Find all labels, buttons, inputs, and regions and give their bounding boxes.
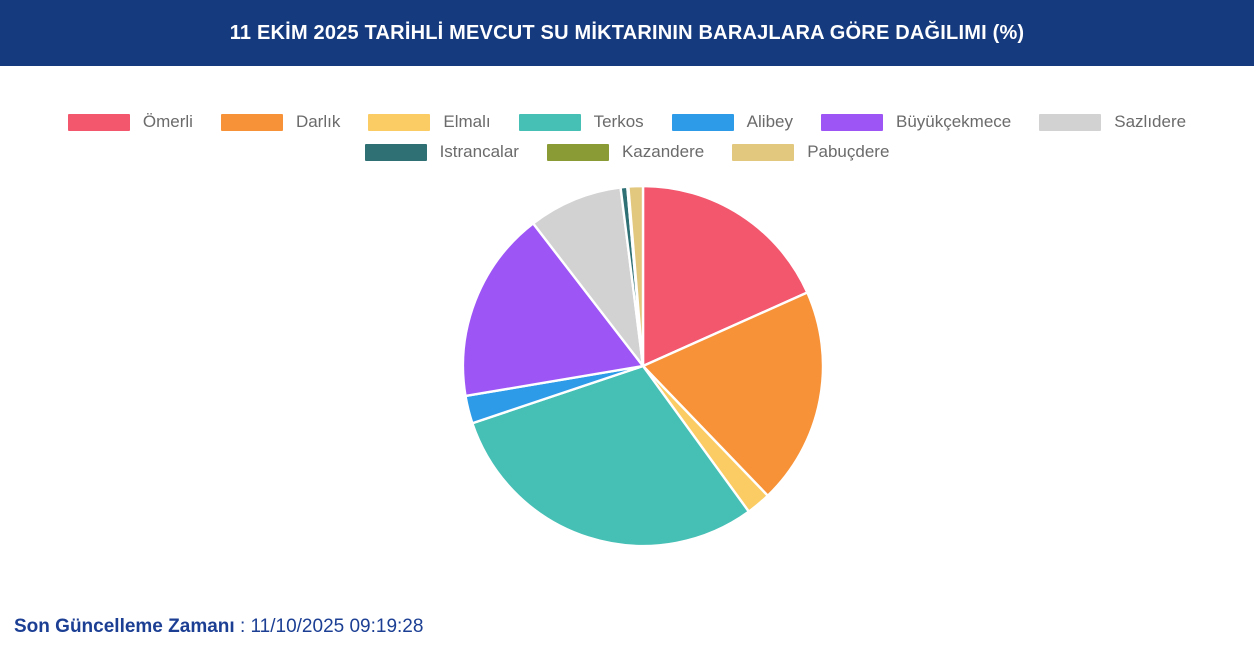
legend-item-sazlıdere[interactable]: Sazlıdere [1039, 112, 1186, 132]
legend-item-alibey[interactable]: Alibey [671, 112, 793, 132]
legend-item-label: Elmalı [443, 112, 491, 131]
chart-container: Ömerli Darlık Elmalı Terkos Alibey Büyükçekme… [0, 66, 1254, 596]
pie-slice-büyükçekmece[interactable] [462, 222, 645, 398]
legend-item-label: Istrancalar [439, 142, 519, 161]
pie-slice-sazlıdere[interactable] [531, 186, 645, 368]
chart-legend: Ömerli Darlık Elmalı Terkos Alibey Büyükçekme… [0, 112, 1254, 162]
legend-item-elmalı[interactable]: Elmalı [368, 112, 491, 132]
last-update-separator: : [234, 616, 251, 637]
page-title: 11 EKİM 2025 TARİHLİ MEVCUT SU MİKTARINI… [229, 21, 1025, 44]
pie-chart [462, 185, 824, 547]
legend-swatch-icon [820, 113, 883, 131]
legend-item-label: Büyükçekmece [895, 112, 1012, 131]
pie-slice-pabuçdere[interactable] [627, 185, 645, 368]
legend-swatch-icon [732, 143, 795, 161]
legend-swatch-icon [671, 113, 734, 131]
pie-chart-svg [462, 185, 824, 547]
pie-slice-darlık[interactable] [641, 291, 824, 497]
legend-swatch-icon [364, 143, 427, 161]
legend-item-büyükçekmece[interactable]: Büyükçekmece [820, 112, 1012, 132]
legend-item-label: Alibey [746, 112, 793, 131]
legend-item-terkos[interactable]: Terkos [518, 112, 644, 132]
legend-swatch-icon [1039, 113, 1102, 131]
legend-item-istrancalar[interactable]: Istrancalar [364, 142, 519, 162]
legend-swatch-icon [518, 113, 581, 131]
last-update-value: 11/10/2025 09:19:28 [250, 616, 424, 637]
legend-item-label: Sazlıdere [1114, 112, 1187, 131]
legend-item-label: Kazandere [621, 142, 705, 161]
legend-item-label: Terkos [593, 112, 644, 131]
legend-swatch-icon [67, 113, 130, 131]
legend-item-label: Pabuçdere [807, 142, 890, 161]
legend-item-kazandere[interactable]: Kazandere [546, 142, 705, 162]
legend-item-darlık[interactable]: Darlık [220, 112, 341, 132]
page-header: 11 EKİM 2025 TARİHLİ MEVCUT SU MİKTARINI… [0, 0, 1254, 66]
legend-swatch-icon [220, 113, 283, 131]
legend-swatch-icon [546, 143, 609, 161]
pie-slice-ömerli[interactable] [641, 185, 809, 368]
pie-slice-group [462, 185, 824, 547]
last-update-status: Son Güncelleme Zamanı : 11/10/2025 09:19… [14, 616, 423, 638]
last-update-label: Son Güncelleme Zamanı [14, 616, 235, 637]
legend-swatch-icon [368, 113, 431, 131]
legend-item-label: Darlık [295, 112, 341, 131]
legend-item-ömerli[interactable]: Ömerli [67, 112, 193, 132]
pie-slice-terkos[interactable] [471, 364, 750, 547]
legend-item-pabuçdere[interactable]: Pabuçdere [732, 142, 889, 162]
legend-item-label: Ömerli [142, 112, 193, 131]
